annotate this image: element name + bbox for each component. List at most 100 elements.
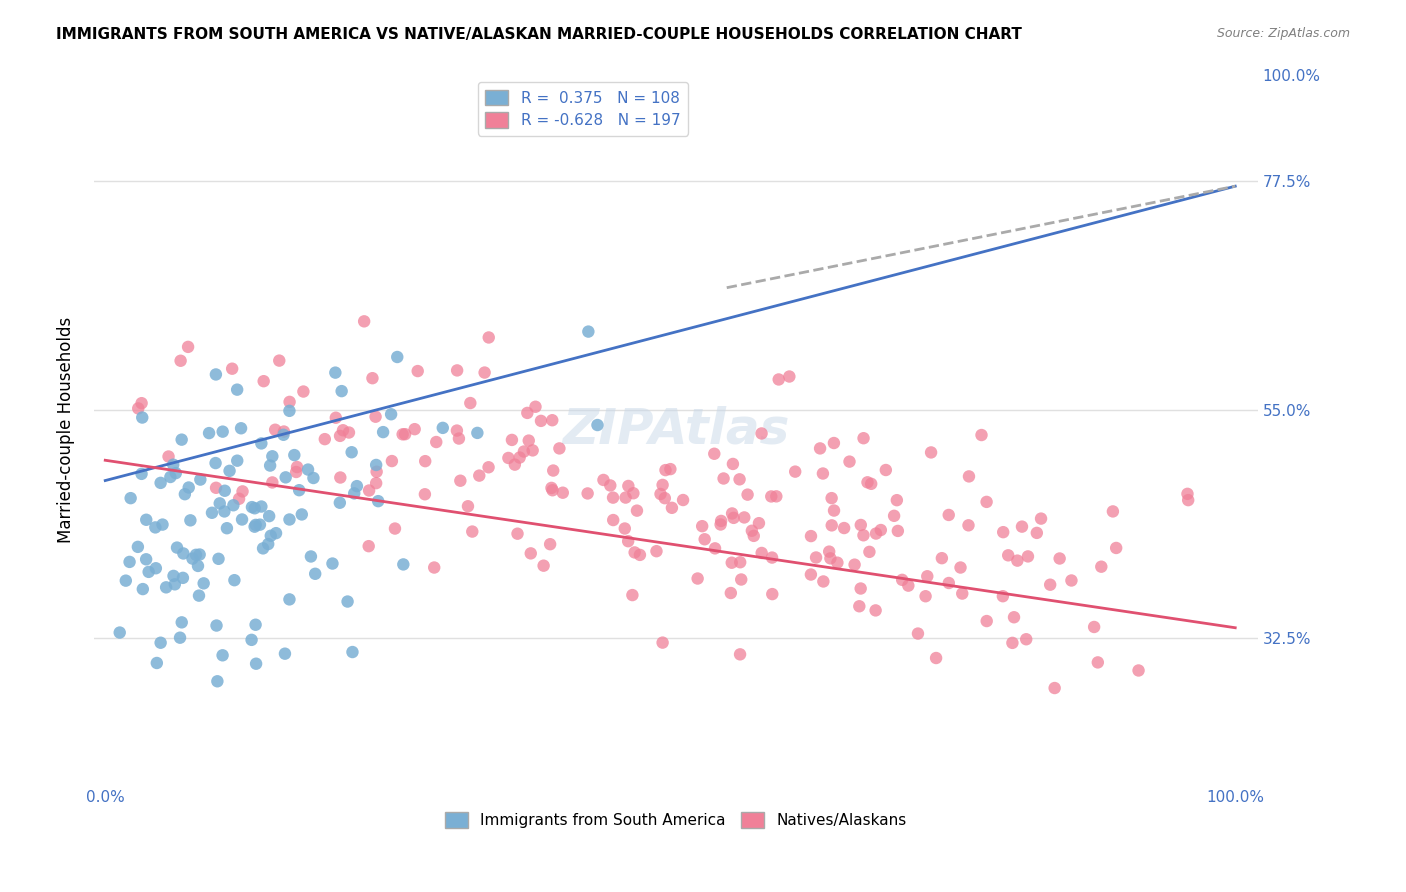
Point [253, 374, 276, 388]
Point [245, 617, 267, 632]
Point [218, 464, 240, 478]
Point [621, 486, 644, 500]
Point [617, 479, 640, 493]
Point [172, 571, 194, 585]
Point [970, 428, 993, 442]
Point [723, 511, 745, 525]
Point [860, 476, 883, 491]
Point [661, 500, 683, 515]
Point [381, 454, 404, 468]
Point [297, 462, 319, 476]
Point [474, 366, 496, 380]
Point [135, 552, 157, 566]
Point [1011, 519, 1033, 533]
Point [761, 490, 783, 504]
Point [145, 561, 167, 575]
Point [245, 517, 267, 532]
Point [938, 576, 960, 591]
Point [728, 555, 751, 569]
Point [914, 589, 936, 603]
Point [131, 467, 153, 481]
Point [1177, 493, 1199, 508]
Point [820, 491, 842, 505]
Point [262, 475, 284, 490]
Point [614, 491, 637, 505]
Point [1039, 578, 1062, 592]
Point [228, 491, 250, 506]
Point [522, 443, 544, 458]
Point [205, 618, 228, 632]
Point [357, 539, 380, 553]
Point [849, 518, 872, 533]
Point [800, 529, 823, 543]
Point [501, 433, 523, 447]
Point [260, 529, 283, 543]
Point [447, 432, 470, 446]
Point [162, 569, 184, 583]
Point [143, 520, 166, 534]
Point [240, 500, 263, 515]
Point [875, 463, 897, 477]
Point [713, 471, 735, 485]
Point [540, 481, 562, 495]
Point [991, 589, 1014, 603]
Point [325, 410, 347, 425]
Point [179, 513, 201, 527]
Point [651, 635, 673, 649]
Point [224, 573, 246, 587]
Point [519, 546, 541, 560]
Point [976, 614, 998, 628]
Point [513, 444, 536, 458]
Point [849, 582, 872, 596]
Y-axis label: Married-couple Households: Married-couple Households [58, 317, 75, 543]
Point [592, 473, 614, 487]
Point [188, 548, 211, 562]
Point [917, 569, 939, 583]
Point [159, 470, 181, 484]
Point [858, 545, 880, 559]
Point [285, 465, 308, 479]
Text: ZIPAtlas: ZIPAtlas [562, 406, 790, 454]
Point [823, 436, 845, 450]
Point [576, 486, 599, 500]
Point [761, 587, 783, 601]
Point [304, 566, 326, 581]
Point [329, 470, 352, 484]
Point [332, 423, 354, 437]
Point [1049, 551, 1071, 566]
Point [364, 409, 387, 424]
Point [394, 427, 416, 442]
Point [170, 615, 193, 630]
Point [654, 491, 676, 505]
Point [283, 448, 305, 462]
Point [149, 636, 172, 650]
Point [188, 589, 211, 603]
Point [721, 457, 744, 471]
Point [146, 656, 169, 670]
Point [221, 361, 243, 376]
Point [477, 460, 499, 475]
Point [1015, 632, 1038, 647]
Point [626, 503, 648, 517]
Point [730, 573, 752, 587]
Point [1007, 553, 1029, 567]
Point [149, 475, 172, 490]
Point [201, 506, 224, 520]
Point [720, 556, 742, 570]
Point [114, 574, 136, 588]
Point [693, 533, 716, 547]
Point [1002, 610, 1025, 624]
Point [1105, 541, 1128, 555]
Point [1029, 511, 1052, 525]
Text: IMMIGRANTS FROM SOUTH AMERICA VS NATIVE/ALASKAN MARRIED-COUPLE HOUSEHOLDS CORREL: IMMIGRANTS FROM SOUTH AMERICA VS NATIVE/… [56, 27, 1022, 42]
Point [865, 603, 887, 617]
Point [226, 383, 249, 397]
Point [517, 434, 540, 448]
Point [650, 487, 672, 501]
Point [226, 453, 249, 467]
Point [299, 549, 322, 564]
Point [292, 384, 315, 399]
Point [742, 529, 765, 543]
Point [314, 432, 336, 446]
Point [768, 372, 790, 386]
